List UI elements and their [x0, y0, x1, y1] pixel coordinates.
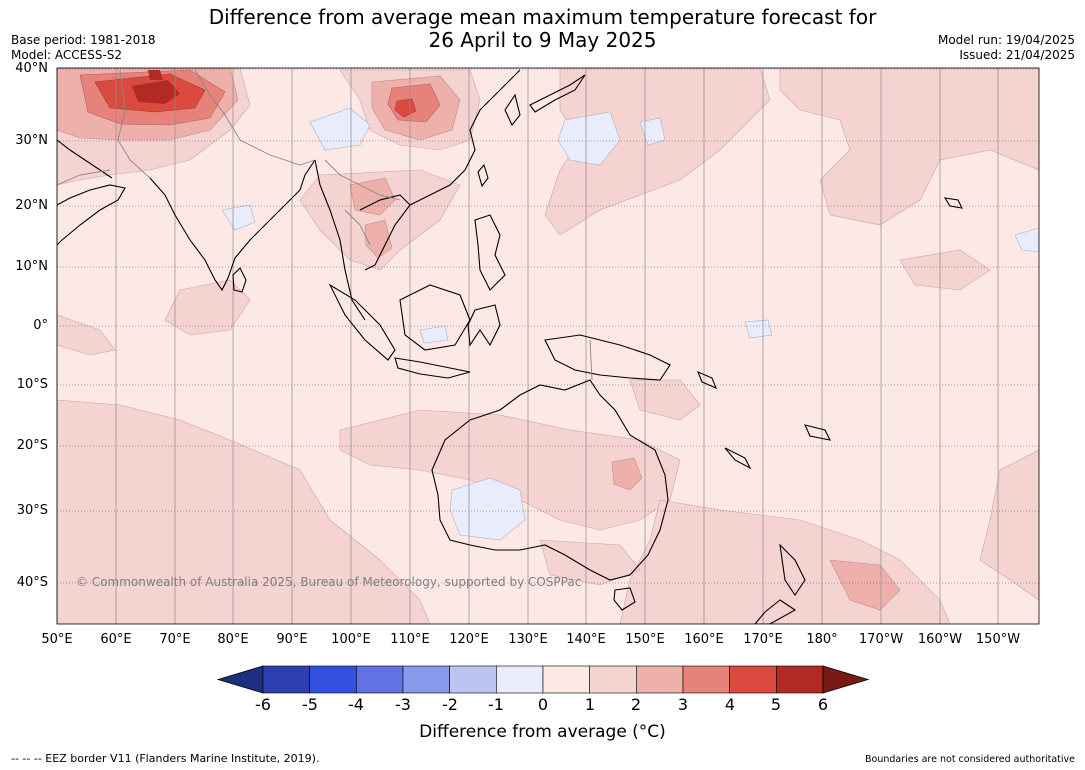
colorbar-tick-2: 2 — [630, 695, 642, 714]
national-borders — [57, 69, 593, 381]
colorbar-swatch — [309, 665, 357, 694]
lat-label-10s: 10°S — [16, 377, 48, 392]
colorbar-swatch — [636, 665, 684, 694]
colorbar-swatch — [356, 665, 404, 694]
colorbar-tick-6: 6 — [817, 695, 829, 714]
boundaries-disclaimer: Boundaries are not considered authoritat… — [865, 754, 1075, 765]
model-name: Model: ACCESS-S2 — [11, 48, 123, 62]
colorbar-swatch — [496, 665, 544, 694]
colorbar — [216, 665, 870, 694]
lon-label-160e: 160°E — [684, 632, 724, 647]
lon-label-160w: 160°W — [917, 632, 963, 647]
issued-date: Issued: 21/04/2025 — [959, 48, 1075, 62]
meta-right: Model run: 19/04/2025 Issued: 21/04/2025 — [938, 33, 1075, 63]
lat-label-40s: 40°S — [16, 575, 48, 590]
lon-label-90e: 90°E — [276, 632, 308, 647]
lon-label-70e: 70°E — [159, 632, 191, 647]
map-title-line2: 26 April to 9 May 2025 — [428, 28, 657, 52]
lon-label-130e: 130°E — [508, 632, 548, 647]
colorbar-swatch — [776, 665, 824, 694]
colorbar-tick-minus6: -6 — [255, 695, 271, 714]
colorbar-swatch — [262, 665, 310, 694]
anomaly-field — [57, 68, 1039, 624]
field-5-to-6 — [132, 70, 180, 104]
lon-label-170e: 170°E — [743, 632, 783, 647]
lon-label-80e: 80°E — [217, 632, 249, 647]
lat-label-30n: 30°N — [15, 133, 48, 148]
colorbar-swatch — [729, 665, 777, 694]
base-period: Base period: 1981-2018 — [11, 33, 156, 47]
colorbar-swatch — [542, 665, 590, 694]
colorbar-tick-5: 5 — [770, 695, 782, 714]
colorbar-tick-minus4: -4 — [348, 695, 364, 714]
colorbar-swatch — [589, 665, 637, 694]
lat-label-20s: 20°S — [16, 438, 48, 453]
lon-label-150w: 150°W — [975, 632, 1021, 647]
lon-label-110e: 110°E — [390, 632, 430, 647]
lon-label-150e: 150°E — [625, 632, 665, 647]
copyright-notice: © Commonwealth of Australia 2025, Bureau… — [76, 575, 582, 589]
colorbar-title: Difference from average (°C) — [419, 722, 666, 742]
coastlines — [57, 69, 963, 624]
colorbar-tick-4: 4 — [724, 695, 736, 714]
colorbar-tick-1: 1 — [584, 695, 596, 714]
lon-label-120e: 120°E — [449, 632, 489, 647]
lat-label-40n: 40°N — [15, 61, 48, 76]
lon-label-140e: 140°E — [566, 632, 606, 647]
colorbar-swatch — [449, 665, 497, 694]
lon-label-50e: 50°E — [41, 632, 73, 647]
eez-border-legend: -- -- -- EEZ border V11 (Flanders Marine… — [11, 752, 320, 765]
lat-label-10n: 10°N — [15, 259, 48, 274]
colorbar-swatch — [402, 665, 450, 694]
map-frame — [56, 67, 1040, 625]
colorbar-tick-minus2: -2 — [442, 695, 458, 714]
graticule-longitudes — [56, 68, 999, 624]
model-run: Model run: 19/04/2025 — [937, 33, 1075, 47]
lat-label-30s: 30°S — [16, 503, 48, 518]
meta-left: Base period: 1981-2018 Model: ACCESS-S2 — [11, 33, 156, 63]
map-title-line1: Difference from average mean maximum tem… — [208, 5, 877, 29]
colorbar-tick-minus1: -1 — [488, 695, 504, 714]
field-minus1-to-0 — [221, 107, 1039, 541]
colorbar-extend-high — [822, 665, 870, 694]
colorbar-tick-minus3: -3 — [395, 695, 411, 714]
lon-label-180: 180° — [806, 632, 838, 647]
lon-label-100e: 100°E — [331, 632, 371, 647]
colorbar-swatch — [682, 665, 730, 694]
colorbar-extend-low — [216, 665, 264, 694]
lon-label-60e: 60°E — [100, 632, 132, 647]
lon-label-170w: 170°W — [858, 632, 904, 647]
colorbar-tick-minus5: -5 — [302, 695, 318, 714]
colorbar-tick-0: 0 — [537, 695, 549, 714]
lat-label-20n: 20°N — [15, 198, 48, 213]
lat-label-0: 0° — [33, 318, 48, 333]
colorbar-tick-3: 3 — [677, 695, 689, 714]
